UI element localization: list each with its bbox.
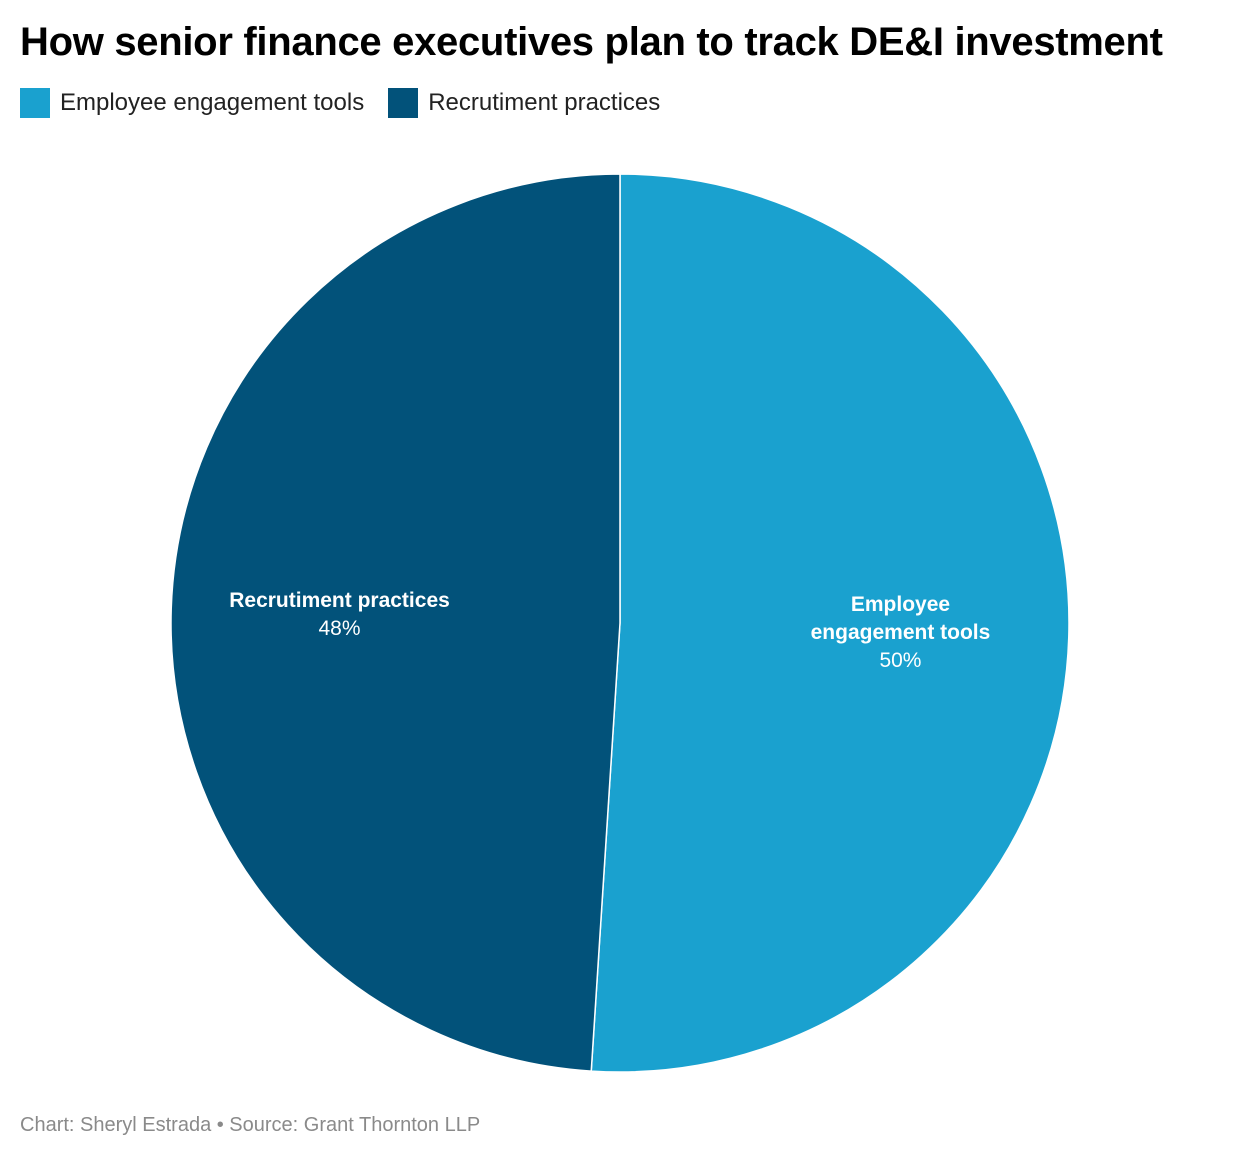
slice-label-group-employee-engagement-tools: Employee engagement tools 50%	[811, 593, 991, 672]
slice-label-line: Recrutiment practices	[229, 589, 450, 612]
chart-title: How senior finance executives plan to tr…	[20, 20, 1163, 64]
slice-value-employee-engagement-tools: 50%	[879, 649, 921, 672]
legend-item-recrutiment-practices: Recrutiment practices	[388, 88, 660, 118]
legend: Employee engagement tools Recrutiment pr…	[20, 88, 684, 118]
slice-label-group-recrutiment-practices: Recrutiment practices 48%	[229, 589, 450, 640]
slice-label-line: Employee	[851, 593, 950, 616]
chart-credit-source: Chart: Sheryl Estrada • Source: Grant Th…	[20, 1114, 481, 1136]
legend-item-employee-engagement-tools: Employee engagement tools	[20, 88, 364, 118]
legend-swatch-employee-engagement-tools	[20, 88, 50, 118]
slice-label-line: engagement tools	[811, 621, 991, 644]
pie-slice-recrutiment-practices	[170, 173, 621, 1072]
slice-value-recrutiment-practices: 48%	[319, 617, 361, 640]
slice-label-employee-engagement-tools: Employee engagement tools	[811, 593, 991, 644]
pie-slice-employee-engagement-tools	[590, 173, 1070, 1073]
legend-label-recrutiment-practices: Recrutiment practices	[428, 89, 661, 116]
slice-label-recrutiment-practices: Recrutiment practices	[229, 589, 450, 612]
legend-label-employee-engagement-tools: Employee engagement tools	[60, 89, 365, 116]
legend-swatch-recrutiment-practices	[388, 88, 419, 118]
